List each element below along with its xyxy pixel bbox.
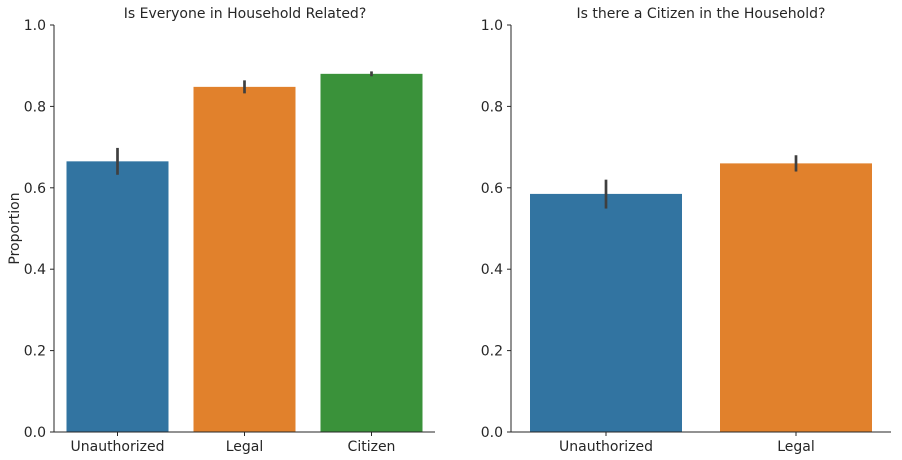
y-tick-label: 0.4 — [24, 262, 46, 278]
y-axis-label: Proportion — [7, 192, 23, 264]
bar-unauthorized — [530, 193, 682, 432]
bar-legal — [193, 86, 296, 432]
y-tick-label: 0.6 — [481, 181, 503, 197]
bar-unauthorized — [66, 161, 169, 432]
panel-citizen-in-household: Is there a Citizen in the Household? Unau… — [481, 6, 891, 455]
y-tick-label: 0.8 — [481, 99, 503, 115]
y-tick-label: 0.0 — [24, 425, 46, 441]
x-tick-label: Citizen — [348, 439, 396, 455]
y-tick-label: 0.2 — [481, 344, 503, 360]
panel-household-related: Is Everyone in Household Related? Proport… — [7, 6, 435, 455]
x-tick-label: Unauthorized — [71, 439, 165, 455]
chart-title: Is Everyone in Household Related? — [124, 6, 367, 22]
x-tick-label: Legal — [226, 439, 264, 455]
x-tick-label: Unauthorized — [559, 439, 653, 455]
chart-title: Is there a Citizen in the Household? — [577, 6, 826, 22]
bar-legal — [720, 163, 872, 432]
y-tick-label: 1.0 — [481, 18, 503, 34]
x-tick-label: Legal — [777, 439, 815, 455]
y-tick-label: 0.0 — [481, 425, 503, 441]
y-tick-label: 0.6 — [24, 181, 46, 197]
y-tick-label: 0.8 — [24, 99, 46, 115]
bar-citizen — [320, 73, 423, 432]
y-tick-label: 0.4 — [481, 262, 503, 278]
y-tick-label: 0.2 — [24, 344, 46, 360]
y-tick-label: 1.0 — [24, 18, 46, 34]
